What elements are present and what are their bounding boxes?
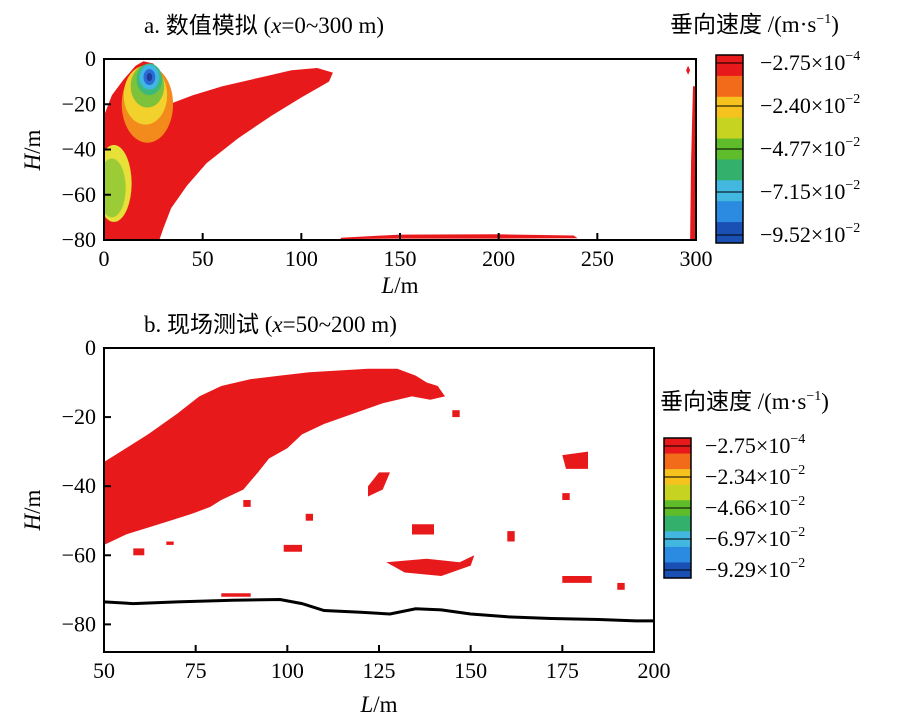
panel-b-colorbar-swatch — [664, 515, 691, 532]
panel-a-colorbar-swatch — [716, 201, 743, 223]
panel-b-x-tick-label: 75 — [185, 658, 207, 683]
panel-a-colorbar: −2.75×10−4 −2.40×10−2 −4.77×10−2 −7.15×10−2… — [715, 49, 860, 247]
panel-b-blob-15 — [305, 513, 313, 521]
panel-b-blob-13 — [166, 541, 174, 545]
panel-a-title: a. 数值模拟 (x=0~300 m) — [144, 13, 384, 38]
panel-b-colorbar-swatch — [664, 453, 691, 470]
panel-a-x-tick-label: 150 — [384, 246, 417, 271]
panel-b-x-axis-label: L/m — [359, 692, 397, 717]
panel-b-title: b. 现场测试 (x=50~200 m) — [144, 312, 397, 337]
panel-a-colorbar-title: 垂向速度 /(m·s−1) — [670, 12, 839, 37]
panel-a-y-tick-label: −40 — [62, 137, 96, 162]
panel-b-bottom-boundary — [104, 597, 654, 623]
panel-b-y-tick-label: −20 — [62, 404, 96, 429]
panel-b-velocity-field — [104, 368, 654, 623]
panel-b-field-test: b. 现场测试 (x=50~200 m) 50 75 100 125 150 175 200… — [20, 312, 829, 717]
panel-b-colorbar-label: −9.29×10−2 — [705, 556, 805, 582]
panel-a-y-tick-label: −80 — [62, 227, 96, 252]
panel-a-colorbar-swatch — [716, 159, 743, 181]
panel-a-y-tick-label: −60 — [62, 182, 96, 207]
panel-a-velocity-field — [104, 61, 695, 240]
panel-b-main-band — [104, 368, 445, 545]
panel-a-colorbar-swatch — [716, 75, 743, 98]
panel-b-blob-4 — [386, 555, 475, 576]
panel-b-x-tick-label: 200 — [638, 658, 671, 683]
panel-a-x-tick-label: 200 — [482, 246, 515, 271]
panel-b-x-tick-label: 150 — [454, 658, 487, 683]
panel-a-y-axis-label: H/m — [20, 129, 45, 171]
panel-b-colorbar-label: −2.34×10−2 — [705, 463, 805, 489]
panel-a-y-ticks: 0 −20 −40 −60 −80 — [62, 46, 111, 252]
panel-a-colorbar-swatch — [716, 96, 743, 119]
panel-a-right-top-dot — [686, 65, 691, 75]
panel-b-colorbar-swatch — [664, 484, 691, 501]
panel-b-blob-14 — [243, 500, 251, 507]
panel-b-y-tick-label: 0 — [85, 335, 96, 360]
panel-b-x-tick-label: 100 — [271, 658, 304, 683]
panel-a-colorbar-label: −2.75×10−4 — [760, 49, 860, 75]
panel-b-blob-3 — [283, 544, 302, 552]
panel-a-contour-green-left — [104, 158, 126, 218]
panel-a-numerical-simulation: a. 数值模拟 (x=0~300 m) 0 50 100 150 200 250 300 0… — [20, 12, 860, 298]
panel-a-x-tick-label: 0 — [99, 246, 110, 271]
panel-b-y-tick-label: −40 — [62, 473, 96, 498]
panel-b-colorbar-swatch — [664, 546, 691, 563]
panel-a-y-tick-label: −20 — [62, 91, 96, 116]
panel-b-y-tick-label: −80 — [62, 611, 96, 636]
panel-a-colorbar-label: −7.15×10−2 — [760, 178, 860, 204]
panel-a-colorbar-swatch — [716, 180, 743, 202]
panel-a-colorbar-swatch — [716, 222, 743, 244]
panel-b-colorbar-label: −2.75×10−4 — [705, 432, 805, 458]
panel-a-colorbar-label: −4.77×10−2 — [760, 135, 860, 161]
panel-b-blob-2 — [412, 524, 434, 535]
panel-b-blob-11 — [507, 531, 515, 542]
panel-b-blob-7 — [221, 593, 251, 597]
panel-b-blob-12 — [562, 493, 570, 500]
panel-b-colorbar-label: −6.97×10−2 — [705, 525, 805, 551]
panel-a-contour-dark-core — [146, 73, 153, 82]
panel-b-colorbar-title: 垂向速度 /(m·s−1) — [660, 389, 829, 414]
panel-b-blob-16 — [617, 582, 625, 590]
panel-a-x-tick-label: 250 — [581, 246, 614, 271]
panel-b-colorbar: −2.75×10−4 −2.34×10−2 −4.66×10−2 −6.97×10−2… — [663, 432, 805, 582]
panel-a-colorbar-swatch — [716, 117, 743, 140]
panel-b-blob-10 — [217, 465, 229, 476]
panel-a-y-tick-label: 0 — [85, 46, 96, 71]
panel-b-colorbar-label: −4.66×10−2 — [705, 494, 805, 520]
panel-a-x-axis-label: L/m — [380, 273, 418, 298]
panel-a-colorbar-swatch — [716, 55, 743, 77]
panel-b-x-tick-label: 125 — [363, 658, 396, 683]
panel-b-blob-1 — [368, 472, 390, 497]
panel-b-x-ticks: 50 75 100 125 150 175 200 — [93, 645, 671, 683]
panel-b-x-tick-label: 50 — [93, 658, 115, 683]
panel-a-x-tick-label: 50 — [192, 246, 214, 271]
panel-b-y-axis-label: H/m — [20, 489, 45, 531]
panel-b-blob-9 — [452, 410, 460, 418]
panel-a-right-edge — [690, 86, 695, 240]
panel-b-y-ticks: 0 −20 −40 −60 −80 — [62, 335, 111, 636]
panel-b-blob-6 — [562, 576, 592, 583]
panel-b-blob-5 — [562, 451, 588, 469]
panel-a-colorbar-label: −9.52×10−2 — [760, 221, 860, 247]
panel-b-blob-8 — [133, 548, 145, 556]
panel-a-x-tick-label: 100 — [285, 246, 318, 271]
panel-b-y-tick-label: −60 — [62, 542, 96, 567]
panel-b-x-tick-label: 175 — [546, 658, 579, 683]
panel-a-colorbar-label: −2.40×10−2 — [760, 92, 860, 118]
panel-a-x-ticks: 0 50 100 150 200 250 300 — [99, 233, 713, 271]
panel-a-x-tick-label: 300 — [680, 246, 713, 271]
